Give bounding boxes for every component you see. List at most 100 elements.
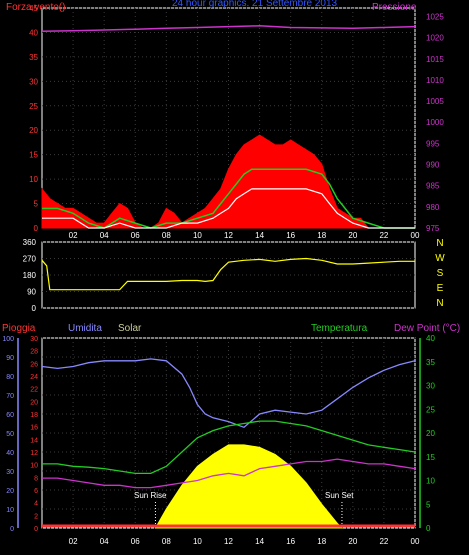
x-tick-label: 02 — [69, 537, 78, 546]
x-tick-label: 06 — [131, 537, 140, 546]
sunrise-label: Sun Rise — [134, 491, 167, 500]
humidity-tick-label: 100 — [2, 336, 14, 343]
temperature-tick-label: 25 — [426, 405, 435, 414]
rain-tick-label: 8 — [34, 475, 38, 482]
wind-direction-line — [41, 257, 415, 291]
wind-tick-label: 35 — [29, 53, 38, 62]
direction-tick-label: 270 — [23, 255, 37, 264]
wind-pressure-plot: 0510152025303540459759809859909951000100… — [29, 4, 444, 240]
compass-label: E — [437, 283, 444, 294]
rain-legend: Pioggia — [2, 323, 36, 334]
wind-direction-plot-frame — [41, 241, 416, 309]
wind-tick-label: 30 — [29, 77, 38, 86]
climate-plot: 0102030405060708090100024681012141618202… — [2, 334, 435, 546]
solar-area — [155, 444, 344, 529]
wind-tick-label: 0 — [34, 224, 39, 233]
rain-tick-label: 28 — [30, 349, 38, 356]
compass-label: N — [436, 298, 443, 309]
x-tick-label: 14 — [255, 231, 264, 240]
compass-label: S — [437, 268, 444, 279]
wind-tick-label: 40 — [29, 28, 38, 37]
x-tick-label: 18 — [317, 537, 326, 546]
humidity-tick-label: 80 — [6, 374, 14, 381]
pressure-tick-label: 975 — [426, 224, 440, 233]
pressure-tick-label: 1020 — [426, 34, 444, 43]
wind-speed-line — [42, 188, 415, 229]
humidity-tick-label: 0 — [10, 526, 14, 533]
wind-tick-label: 10 — [29, 175, 38, 184]
x-tick-label: 20 — [348, 231, 357, 240]
compass-label: N — [436, 238, 443, 249]
dewpoint-legend: Dew Point (°C) — [394, 323, 460, 334]
wind-tick-label: 25 — [29, 102, 38, 111]
x-tick-label: 12 — [224, 231, 233, 240]
temperature-tick-label: 15 — [426, 453, 435, 462]
rain-tick-label: 26 — [30, 361, 38, 368]
pressure-axis-label: Pressione — [372, 2, 417, 13]
temperature-legend: Temperatura — [311, 323, 368, 334]
humidity-line — [41, 358, 416, 429]
rain-tick-label: 20 — [30, 399, 38, 406]
rain-tick-label: 12 — [30, 450, 38, 457]
rain-tick-label: 16 — [30, 425, 38, 432]
wind-tick-label: 5 — [34, 200, 39, 209]
temperature-tick-label: 10 — [426, 477, 435, 486]
x-tick-label: 12 — [224, 537, 233, 546]
pressure-tick-label: 1015 — [426, 55, 444, 64]
pressure-line — [41, 25, 416, 33]
x-tick-label: 02 — [69, 231, 78, 240]
direction-tick-label: 0 — [32, 304, 37, 313]
humidity-tick-label: 10 — [6, 507, 14, 514]
dewpoint-line — [42, 458, 416, 489]
direction-tick-label: 90 — [27, 288, 36, 297]
solar-legend: Solar — [118, 323, 142, 334]
x-tick-label: 20 — [348, 537, 357, 546]
humidity-tick-label: 50 — [6, 431, 14, 438]
wind-average-line — [42, 168, 415, 229]
x-tick-label: 00 — [411, 231, 420, 240]
temperature-tick-label: 5 — [426, 500, 431, 509]
humidity-legend: Umidita — [68, 323, 102, 334]
sunset-label: Sun Set — [325, 491, 354, 500]
rain-tick-label: 14 — [30, 437, 38, 444]
pressure-tick-label: 985 — [426, 182, 440, 191]
pressure-tick-label: 1025 — [426, 12, 444, 21]
direction-tick-label: 180 — [23, 271, 37, 280]
temperature-tick-label: 35 — [426, 358, 435, 367]
x-tick-label: 10 — [193, 231, 202, 240]
direction-tick-label: 360 — [23, 238, 37, 247]
humidity-tick-label: 90 — [6, 355, 14, 362]
x-tick-label: 00 — [411, 537, 420, 546]
temperature-tick-label: 20 — [426, 429, 435, 438]
x-tick-label: 18 — [317, 231, 326, 240]
x-tick-label: 04 — [100, 537, 109, 546]
wind-tick-label: 20 — [29, 126, 38, 135]
rain-tick-label: 10 — [30, 463, 38, 470]
rain-tick-label: 22 — [30, 387, 38, 394]
temperature-tick-label: 0 — [426, 524, 431, 533]
pressure-tick-label: 995 — [426, 139, 440, 148]
compass-label: W — [435, 253, 445, 264]
rain-tick-label: 24 — [30, 374, 38, 381]
wind-axis-label: Forza vento() — [6, 2, 65, 13]
pressure-tick-label: 1000 — [426, 118, 444, 127]
temperature-line — [42, 420, 416, 475]
x-tick-label: 16 — [286, 537, 295, 546]
humidity-tick-label: 30 — [6, 469, 14, 476]
rain-tick-label: 4 — [34, 501, 38, 508]
humidity-tick-label: 40 — [6, 450, 14, 457]
x-tick-label: 14 — [255, 537, 264, 546]
temperature-tick-label: 40 — [426, 334, 435, 343]
chart-title: 24 hour graphics. 21 Settembre 2013 — [172, 0, 338, 9]
rain-tick-label: 30 — [30, 336, 38, 343]
rain-tick-label: 6 — [34, 488, 38, 495]
humidity-tick-label: 70 — [6, 393, 14, 400]
rain-tick-label: 0 — [34, 526, 38, 533]
wind-gust-area — [41, 134, 415, 229]
x-tick-label: 22 — [379, 537, 388, 546]
x-tick-label: 08 — [162, 231, 171, 240]
temperature-tick-label: 30 — [426, 382, 435, 391]
x-tick-label: 16 — [286, 231, 295, 240]
x-tick-label: 08 — [162, 537, 171, 546]
